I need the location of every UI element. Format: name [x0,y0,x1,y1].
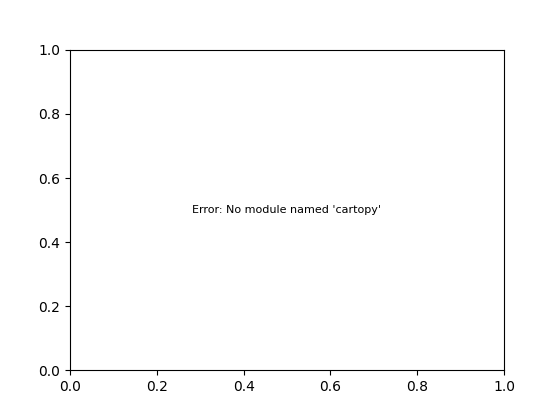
Text: Error: No module named 'cartopy': Error: No module named 'cartopy' [193,205,381,215]
